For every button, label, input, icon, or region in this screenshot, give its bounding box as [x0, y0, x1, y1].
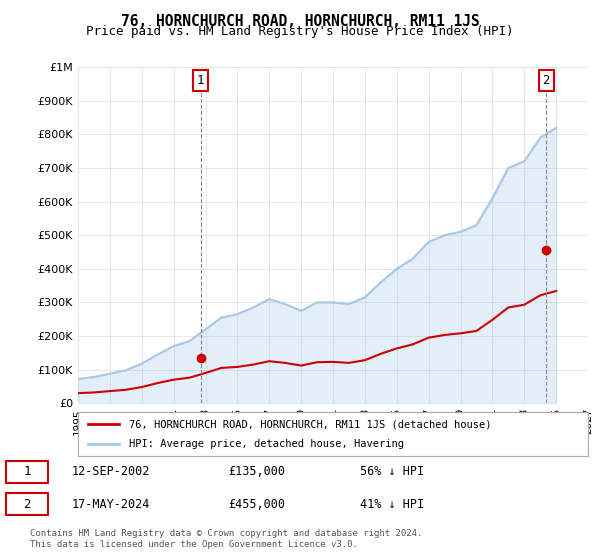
FancyBboxPatch shape — [6, 493, 48, 515]
Text: Contains HM Land Registry data © Crown copyright and database right 2024.
This d: Contains HM Land Registry data © Crown c… — [30, 529, 422, 549]
Text: 17-MAY-2024: 17-MAY-2024 — [72, 497, 151, 511]
Text: HPI: Average price, detached house, Havering: HPI: Average price, detached house, Have… — [129, 439, 404, 449]
Text: 1: 1 — [197, 74, 205, 87]
Text: 2: 2 — [23, 497, 31, 511]
Text: 41% ↓ HPI: 41% ↓ HPI — [360, 497, 424, 511]
Text: 12-SEP-2002: 12-SEP-2002 — [72, 465, 151, 478]
Text: Price paid vs. HM Land Registry's House Price Index (HPI): Price paid vs. HM Land Registry's House … — [86, 25, 514, 38]
Text: 1: 1 — [23, 465, 31, 478]
Text: 76, HORNCHURCH ROAD, HORNCHURCH, RM11 1JS: 76, HORNCHURCH ROAD, HORNCHURCH, RM11 1J… — [121, 14, 479, 29]
FancyBboxPatch shape — [6, 461, 48, 483]
Text: 56% ↓ HPI: 56% ↓ HPI — [360, 465, 424, 478]
Text: £135,000: £135,000 — [228, 465, 285, 478]
Text: £455,000: £455,000 — [228, 497, 285, 511]
Text: 2: 2 — [542, 74, 550, 87]
Text: 76, HORNCHURCH ROAD, HORNCHURCH, RM11 1JS (detached house): 76, HORNCHURCH ROAD, HORNCHURCH, RM11 1J… — [129, 419, 491, 429]
